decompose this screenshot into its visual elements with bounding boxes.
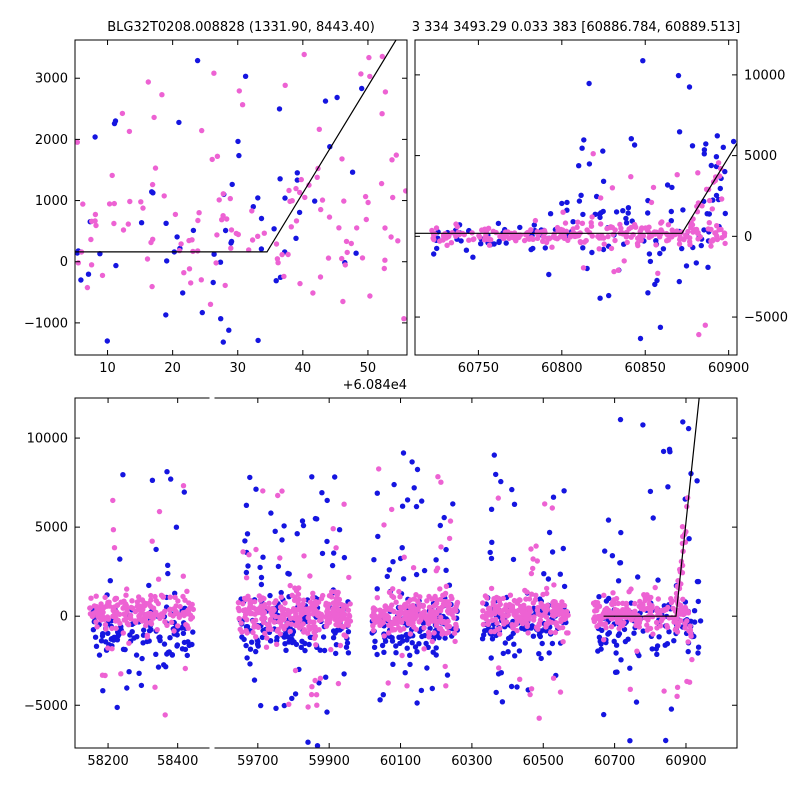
bottom-seg2-points-pink	[235, 466, 695, 721]
top-right-ticks	[415, 40, 737, 355]
svg-text:60800: 60800	[541, 361, 582, 376]
svg-text:50: 50	[360, 361, 377, 376]
svg-text:10000: 10000	[744, 68, 785, 83]
svg-text:1000: 1000	[35, 194, 68, 209]
svg-text:30: 30	[229, 361, 246, 376]
panel-bottom-seg2: 59700 59900 60100 60300 60500 60700 60900	[214, 397, 738, 769]
plot-title-right: 3 334 3493.29 0.033 383 [60886.784, 6088…	[411, 20, 741, 35]
top-right-tick-labels: 60750 60800 60850 60900 −5000 0 5000 10000	[458, 68, 788, 376]
top-right-model-line	[415, 143, 737, 234]
bottom-seg1-ticks	[75, 398, 179, 748]
top-left-model-line	[75, 40, 397, 253]
bottom-seg2-tick-labels: 59700 59900 60100 60300 60500 60700 60900	[237, 754, 707, 769]
svg-text:5000: 5000	[35, 521, 68, 536]
top-left-axis-offset-label: +6.084e4	[343, 378, 407, 393]
bottom-seg1-tick-labels: 58200 58400 −5000 0 5000 10000	[24, 432, 198, 769]
svg-text:2000: 2000	[35, 133, 68, 148]
top-left-ticks	[75, 40, 407, 355]
bottom-seg2-spines	[214, 397, 738, 749]
svg-text:60500: 60500	[523, 754, 564, 769]
svg-text:60900: 60900	[708, 361, 749, 376]
bottom-seg2-ticks	[257, 398, 737, 748]
svg-text:60750: 60750	[458, 361, 499, 376]
svg-text:0: 0	[744, 230, 752, 245]
svg-text:0: 0	[60, 610, 68, 625]
svg-text:59700: 59700	[237, 754, 278, 769]
svg-text:40: 40	[295, 361, 312, 376]
svg-text:3000: 3000	[35, 72, 68, 87]
svg-text:−1000: −1000	[24, 316, 68, 331]
svg-text:10000: 10000	[27, 432, 68, 447]
svg-text:58200: 58200	[87, 754, 128, 769]
svg-text:58400: 58400	[157, 754, 198, 769]
svg-text:60700: 60700	[594, 754, 635, 769]
svg-text:0: 0	[60, 255, 68, 270]
svg-text:59900: 59900	[308, 754, 349, 769]
bottom-seg2-points-blue	[237, 416, 704, 748]
top-left-points-pink	[75, 51, 407, 322]
svg-text:−5000: −5000	[744, 311, 788, 326]
svg-text:60100: 60100	[380, 754, 421, 769]
svg-text:60300: 60300	[451, 754, 492, 769]
bottom-seg2-model-line	[603, 398, 700, 617]
svg-text:10: 10	[99, 361, 116, 376]
panel-bottom-seg1: 58200 58400 −5000 0 5000 10000	[24, 397, 210, 769]
bottom-seg1-spines	[74, 397, 210, 749]
top-right-points-pink	[429, 151, 728, 338]
top-right-spines	[414, 39, 738, 356]
svg-text:60850: 60850	[625, 361, 666, 376]
top-left-spines	[74, 39, 408, 356]
panel-top-left: 10 20 30 40 50 +6.084e4 −1000 0 1000 2000 3000	[24, 39, 408, 393]
top-left-tick-labels: 10 20 30 40 50 +6.084e4 −1000 0 1000 2000 3000	[24, 72, 407, 393]
svg-text:60900: 60900	[665, 754, 706, 769]
svg-text:20: 20	[164, 361, 181, 376]
svg-text:5000: 5000	[744, 149, 777, 164]
bottom-seg1-points-pink	[87, 483, 196, 718]
top-right-points-blue	[431, 58, 737, 342]
plot-title-left: BLG32T0208.008828 (1331.90, 8443.40)	[107, 20, 375, 35]
panel-top-right: 60750 60800 60850 60900 −5000 0 5000 10000	[414, 39, 788, 376]
svg-text:−5000: −5000	[24, 699, 68, 714]
